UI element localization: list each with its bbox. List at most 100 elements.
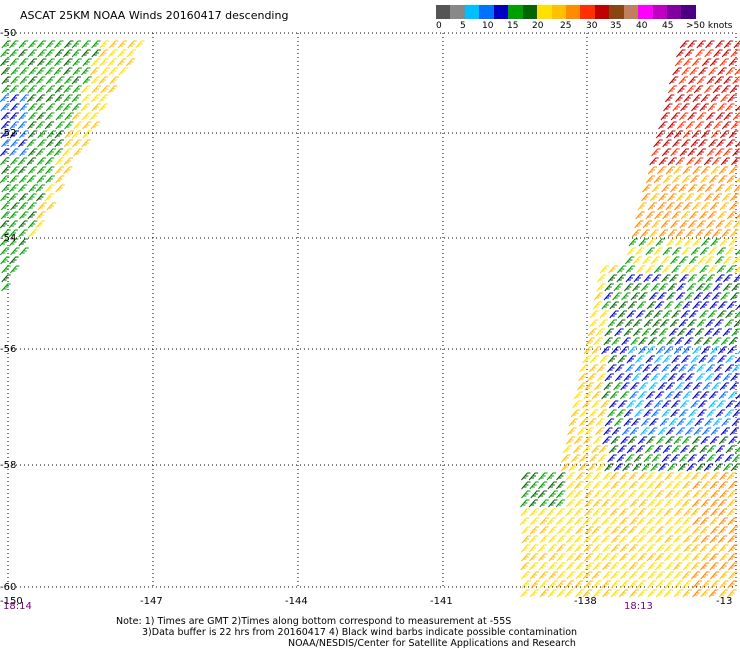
wind-barb: [704, 256, 715, 265]
wind-barb: [664, 571, 675, 580]
wind-barb: [574, 517, 584, 526]
wind-barb: [9, 49, 19, 58]
wind-barb: [661, 454, 672, 463]
wind-barb: [680, 310, 691, 319]
wind-barb: [19, 130, 29, 139]
wind-barb: [584, 562, 594, 571]
colorbar-segment: [609, 5, 624, 19]
colorbar-segment: [522, 5, 538, 19]
wind-barb: [616, 409, 626, 418]
wind-barb: [697, 409, 707, 418]
wind-barb: [704, 193, 714, 202]
wind-barb: [603, 337, 613, 346]
wind-barb: [722, 328, 733, 337]
wind-barb: [0, 175, 10, 184]
wind-barb: [35, 220, 46, 229]
wind-barb: [521, 535, 531, 544]
wind-barb: [45, 103, 56, 112]
wind-barb: [548, 499, 558, 508]
wind-barb: [642, 364, 652, 373]
wind-barb: [575, 472, 585, 481]
wind-barb: [654, 562, 665, 571]
wind-barb: [18, 112, 28, 121]
wind-barb: [718, 436, 729, 445]
wind-barb: [584, 382, 594, 391]
wind-barb: [723, 256, 733, 265]
wind-barb: [635, 310, 646, 319]
wind-barb: [665, 202, 675, 211]
wind-barb: [672, 67, 682, 76]
wind-barb: [36, 85, 46, 94]
wind-barb: [594, 382, 604, 391]
wind-barb: [682, 589, 692, 598]
wind-barb: [681, 571, 692, 580]
wind-barb: [690, 508, 701, 517]
wind-barb: [27, 49, 38, 58]
wind-barb: [706, 148, 717, 157]
wind-barb: [81, 94, 92, 103]
wind-barb: [71, 130, 82, 139]
wind-barb: [655, 517, 665, 526]
wind-barb: [732, 220, 740, 229]
wind-barb: [714, 76, 724, 85]
wind-barb: [704, 418, 714, 427]
wind-barb: [673, 589, 684, 598]
wind-barb: [46, 130, 56, 139]
wind-barb: [721, 229, 731, 238]
wind-barb: [700, 166, 711, 175]
wind-barb: [719, 202, 730, 211]
wind-barb: [719, 580, 729, 589]
wind-barb: [687, 319, 697, 328]
wind-barb: [10, 157, 20, 166]
wind-barb: [735, 213, 740, 220]
wind-barb: [591, 391, 602, 400]
wind-barb: [656, 337, 667, 346]
wind-barb: [680, 445, 690, 454]
wind-barb: [718, 544, 729, 553]
wind-barb: [655, 238, 665, 247]
wind-barb: [0, 130, 10, 139]
wind-barb: [617, 400, 628, 409]
wind-barb: [566, 490, 576, 499]
wind-barb: [595, 427, 605, 436]
wind-barb: [714, 454, 725, 463]
wind-barb: [717, 211, 727, 220]
wind-barb: [677, 85, 687, 94]
wind-barb: [692, 382, 703, 391]
wind-barb: [63, 49, 73, 58]
wind-barb: [587, 463, 597, 472]
wind-barb: [661, 265, 672, 274]
wind-barb: [696, 220, 706, 229]
wind-barb: [662, 211, 672, 220]
wind-barb: [610, 517, 620, 526]
wind-barb: [682, 166, 692, 175]
wind-barb: [686, 85, 696, 94]
wind-barb: [678, 364, 688, 373]
wind-barb: [671, 265, 681, 274]
wind-barb: [719, 382, 730, 391]
wind-barb: [63, 85, 73, 94]
wind-barb: [45, 58, 55, 67]
wind-barb: [9, 121, 19, 130]
wind-barb: [91, 49, 101, 58]
wind-barb: [27, 121, 37, 130]
colorbar-label: 10: [482, 21, 494, 31]
wind-barb: [728, 436, 738, 445]
wind-barb: [8, 211, 19, 220]
wind-barb: [603, 292, 614, 301]
wind-barb: [699, 265, 709, 274]
wind-barb: [18, 202, 29, 211]
wind-barb: [529, 526, 540, 535]
wind-barb: [63, 139, 74, 148]
wind-barb: [19, 94, 29, 103]
wind-barb: [664, 517, 675, 526]
wind-barb: [686, 283, 697, 292]
wind-barb: [734, 400, 740, 409]
wind-barb: [686, 463, 696, 472]
wind-barb: [658, 328, 669, 337]
wind-barb: [696, 112, 707, 121]
wind-barb: [572, 400, 582, 409]
wind-barb: [719, 472, 729, 481]
wind-barb: [685, 229, 696, 238]
